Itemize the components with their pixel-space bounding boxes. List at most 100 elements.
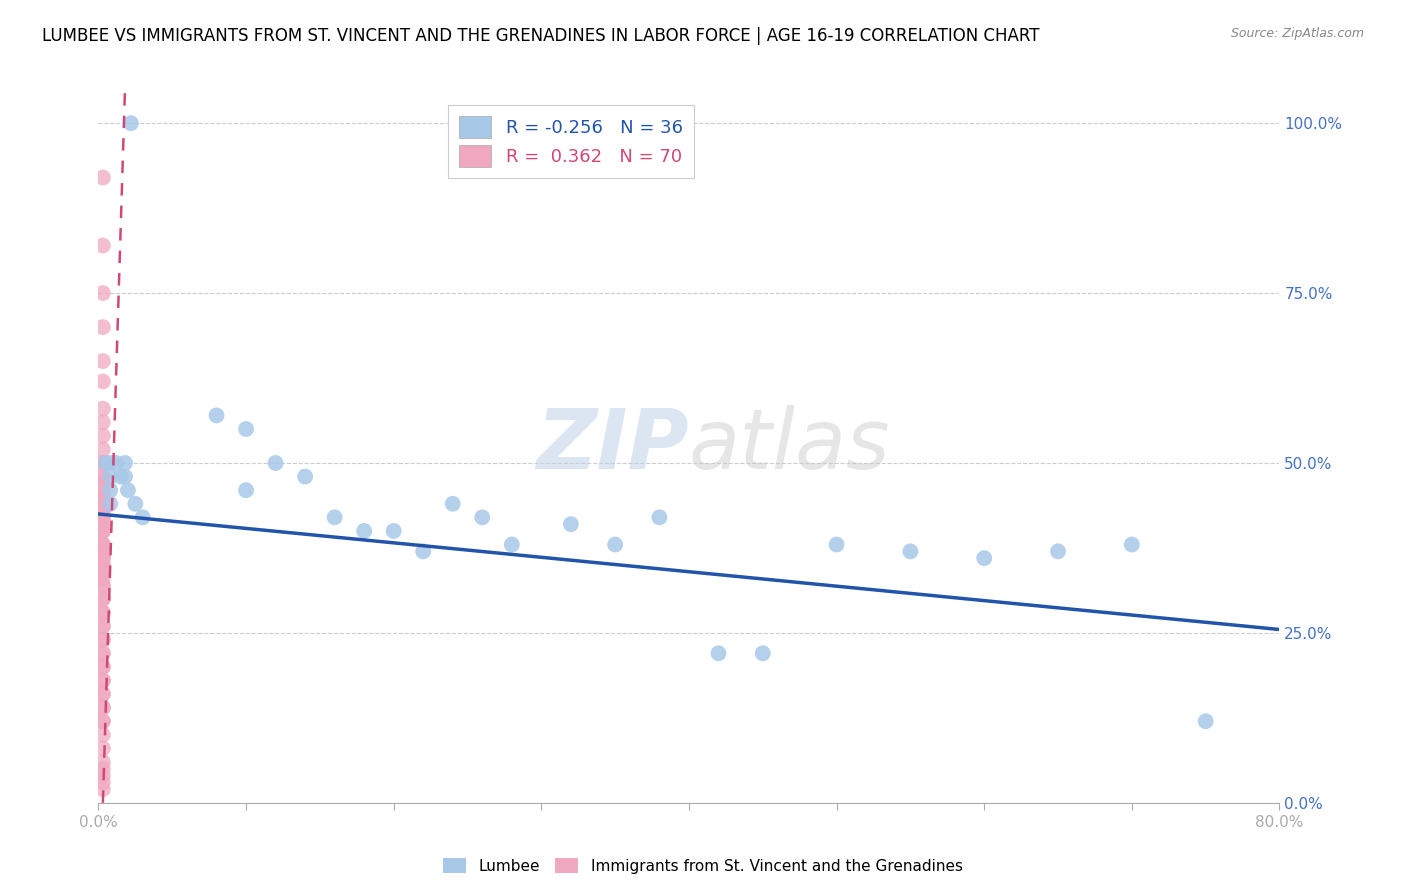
Point [91,551,114,566]
Point [91,517,114,532]
Point [91,673,114,688]
Point [91,286,114,301]
Point [560,517,582,532]
Point [91,517,114,532]
Point [91,673,114,688]
Point [91,503,114,517]
Point [91,456,114,470]
Point [91,714,114,729]
Point [91,700,114,714]
Point [235,422,257,436]
Point [900,544,922,558]
Point [91,551,114,566]
Point [132,510,155,524]
Point [91,544,114,558]
Point [91,700,114,714]
Point [117,483,139,498]
Point [294,469,316,483]
Point [91,469,114,483]
Point [91,632,114,647]
Point [91,551,114,566]
Legend: Lumbee, Immigrants from St. Vincent and the Grenadines: Lumbee, Immigrants from St. Vincent and … [437,852,969,880]
Point [91,775,114,789]
Point [91,714,114,729]
Point [91,510,114,524]
Point [91,510,114,524]
Point [501,537,523,551]
Text: atlas: atlas [689,406,890,486]
Point [91,646,114,660]
Point [91,524,114,538]
Point [825,537,848,551]
Point [205,409,228,423]
Point [91,591,114,606]
Point [91,687,114,701]
Point [91,490,114,504]
Point [353,524,375,538]
Point [471,510,494,524]
Point [110,469,132,483]
Point [91,578,114,592]
Point [91,755,114,769]
Text: Source: ZipAtlas.com: Source: ZipAtlas.com [1230,27,1364,40]
Point [98,483,121,498]
Point [91,469,114,483]
Point [114,469,136,483]
Point [91,476,114,491]
Point [1121,537,1143,551]
Point [91,741,114,756]
Point [382,524,405,538]
Point [91,660,114,674]
Point [91,565,114,579]
Point [91,558,114,572]
Point [1195,714,1218,729]
Point [91,320,114,334]
Point [124,497,146,511]
Point [91,524,114,538]
Point [91,497,114,511]
Point [1046,544,1070,558]
Point [98,469,121,483]
Point [120,116,142,130]
Point [98,456,121,470]
Point [114,456,136,470]
Text: ZIP: ZIP [536,406,689,486]
Text: LUMBEE VS IMMIGRANTS FROM ST. VINCENT AND THE GRENADINES IN LABOR FORCE | AGE 16: LUMBEE VS IMMIGRANTS FROM ST. VINCENT AN… [42,27,1039,45]
Point [605,537,627,551]
Point [91,728,114,742]
Point [91,762,114,776]
Point [91,442,114,457]
Point [91,415,114,429]
Point [91,354,114,368]
Point [973,551,995,566]
Point [91,572,114,586]
Point [91,429,114,443]
Point [91,646,114,660]
Point [323,510,346,524]
Point [91,578,114,592]
Point [412,544,434,558]
Point [91,544,114,558]
Point [235,483,257,498]
Point [91,524,114,538]
Legend: R = -0.256   N = 36, R =  0.362   N = 70: R = -0.256 N = 36, R = 0.362 N = 70 [449,105,693,178]
Point [91,619,114,633]
Point [91,606,114,620]
Point [91,375,114,389]
Point [91,537,114,551]
Point [105,456,128,470]
Point [91,619,114,633]
Point [91,456,114,470]
Point [91,238,114,252]
Point [91,769,114,783]
Point [91,606,114,620]
Point [91,483,114,498]
Point [94,456,117,470]
Point [91,558,114,572]
Point [91,537,114,551]
Point [441,497,464,511]
Point [648,510,671,524]
Point [91,782,114,797]
Point [91,591,114,606]
Point [707,646,730,660]
